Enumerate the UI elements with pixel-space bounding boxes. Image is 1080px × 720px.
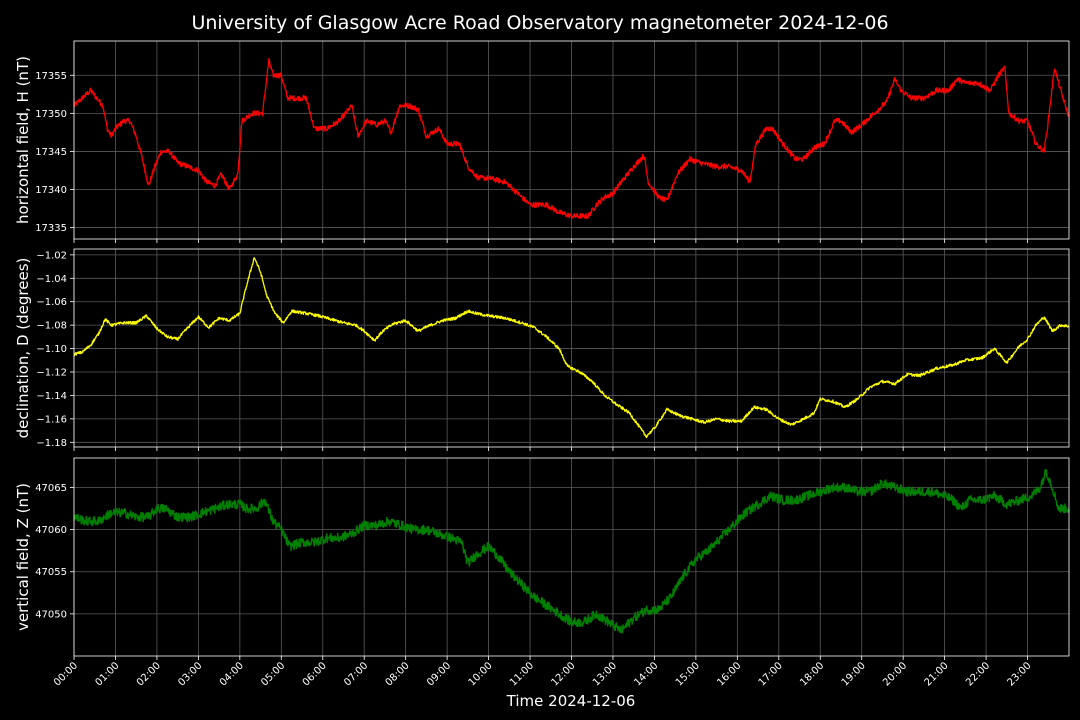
panel-D: −1.18 −1.16 −1.14 −1.12 −1.10 −1.08 −1.06 −1.04… — [14, 248, 1070, 451]
x-tick-label: 20:00 — [881, 660, 909, 688]
x-tick-label: 21:00 — [923, 660, 951, 688]
x-tick-label: 17:00 — [757, 660, 785, 688]
panel-frame — [73, 40, 1070, 240]
y-tick-label: −1.08 — [36, 321, 67, 332]
chart-title: University of Glasgow Acre Road Observat… — [191, 12, 888, 34]
y-tick-label: 17345 — [35, 147, 67, 158]
x-tick-label: 07:00 — [342, 660, 370, 688]
y-tick-label: −1.06 — [36, 297, 67, 308]
y-tick-label: −1.10 — [36, 344, 67, 355]
x-tick-label: 14:00 — [632, 660, 660, 688]
x-tick-label: 01:00 — [93, 660, 121, 688]
y-tick-label: 47050 — [35, 609, 67, 620]
y-tick-label: 47065 — [35, 483, 67, 494]
x-tick-label: 16:00 — [715, 660, 743, 688]
y-tick-label: 17335 — [35, 223, 67, 234]
y-tick-label: −1.12 — [36, 368, 67, 379]
x-tick-label: 00:00 — [52, 660, 80, 688]
series-line-D — [73, 257, 1070, 439]
y-tick-label: 47055 — [35, 567, 67, 578]
x-tick-label: 11:00 — [508, 660, 536, 688]
x-tick-label: 05:00 — [259, 660, 287, 688]
y-tick-label: −1.04 — [36, 274, 67, 285]
x-tick-label: 10:00 — [467, 660, 495, 688]
y-tick-label: 17340 — [35, 185, 67, 196]
x-tick-label: 08:00 — [384, 660, 412, 688]
panel-frame — [73, 457, 1070, 657]
y-tick-label: 17350 — [35, 109, 67, 120]
x-tick-label: 15:00 — [674, 660, 702, 688]
series-line-H — [73, 57, 1070, 220]
y-tick-label: −1.14 — [36, 391, 67, 402]
x-tick-label: 18:00 — [798, 660, 826, 688]
x-tick-label: 22:00 — [964, 660, 992, 688]
x-tick-label: 23:00 — [1006, 660, 1034, 688]
x-tick-label: 06:00 — [301, 660, 329, 688]
y-axis-label-D: declination, D (degrees) — [14, 258, 32, 439]
x-tick-label: 12:00 — [549, 660, 577, 688]
x-tick-label: 04:00 — [218, 660, 246, 688]
y-tick-label: −1.02 — [36, 250, 67, 261]
x-tick-label: 13:00 — [591, 660, 619, 688]
x-tick-label: 19:00 — [840, 660, 868, 688]
series-line-Z — [73, 469, 1070, 634]
y-tick-label: −1.18 — [36, 438, 67, 449]
x-tick-label: 03:00 — [176, 660, 204, 688]
x-tick-label: 02:00 — [135, 660, 163, 688]
x-axis-label: Time 2024-12-06 — [506, 692, 636, 710]
y-axis-label-H: horizontal field, H (nT) — [14, 56, 32, 224]
x-tick-label: 09:00 — [425, 660, 453, 688]
y-tick-label: 17355 — [35, 71, 67, 82]
y-axis-label-Z: vertical field, Z (nT) — [14, 483, 32, 631]
y-tick-label: 47060 — [35, 525, 67, 536]
y-tick-label: −1.16 — [36, 414, 67, 425]
panel-frame — [73, 248, 1070, 448]
